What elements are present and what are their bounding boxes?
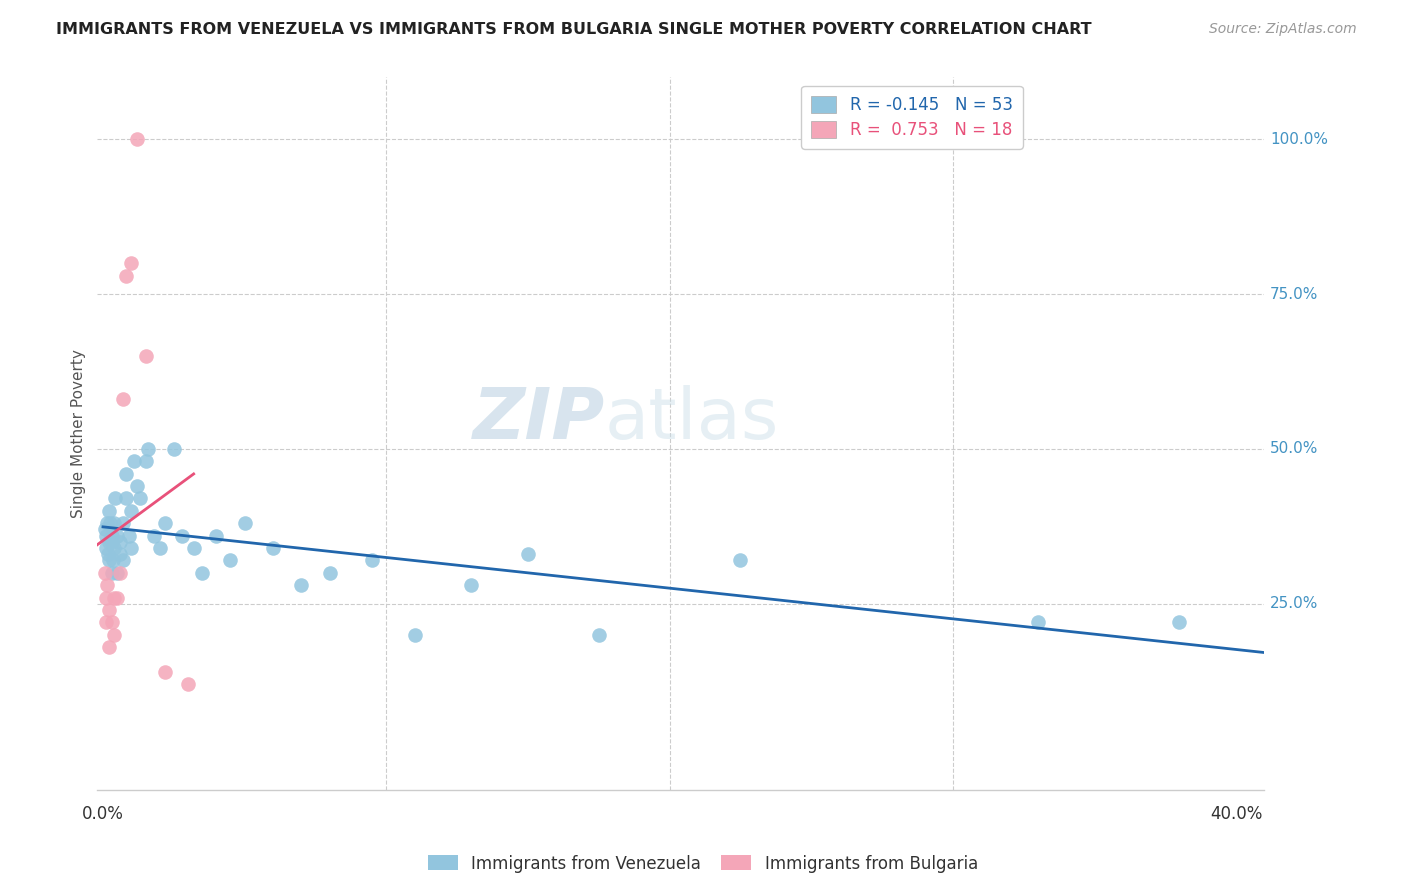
Text: 50.0%: 50.0%	[1270, 442, 1319, 457]
Point	[125, 132, 148, 146]
Point	[191, 566, 214, 580]
Point	[96, 578, 118, 592]
Point	[97, 603, 120, 617]
Point	[94, 528, 117, 542]
Text: ZIP: ZIP	[472, 384, 605, 454]
Point	[101, 528, 124, 542]
Point	[516, 547, 538, 561]
Point	[120, 504, 142, 518]
Point	[103, 516, 125, 531]
Point	[114, 467, 136, 481]
Point	[100, 615, 122, 630]
Point	[111, 516, 134, 531]
Text: 75.0%: 75.0%	[1270, 286, 1319, 301]
Point	[1026, 615, 1049, 630]
Point	[143, 528, 166, 542]
Text: IMMIGRANTS FROM VENEZUELA VS IMMIGRANTS FROM BULGARIA SINGLE MOTHER POVERTY CORR: IMMIGRANTS FROM VENEZUELA VS IMMIGRANTS …	[56, 22, 1092, 37]
Text: 25.0%: 25.0%	[1270, 596, 1319, 611]
Point	[108, 566, 131, 580]
Point	[128, 491, 150, 506]
Point	[1168, 615, 1191, 630]
Point	[97, 640, 120, 654]
Point	[205, 528, 228, 542]
Y-axis label: Single Mother Poverty: Single Mother Poverty	[72, 349, 86, 518]
Point	[94, 566, 117, 580]
Point	[233, 516, 256, 531]
Point	[97, 553, 120, 567]
Point	[96, 541, 118, 555]
Text: Source: ZipAtlas.com: Source: ZipAtlas.com	[1209, 22, 1357, 37]
Point	[588, 628, 610, 642]
Point	[97, 547, 120, 561]
Point	[94, 523, 117, 537]
Point	[101, 553, 124, 567]
Point	[134, 349, 156, 363]
Point	[120, 256, 142, 270]
Point	[103, 591, 125, 605]
Point	[108, 547, 131, 561]
Point	[114, 268, 136, 283]
Point	[105, 528, 128, 542]
Point	[134, 454, 156, 468]
Point	[155, 516, 177, 531]
Point	[100, 566, 122, 580]
Point	[111, 553, 134, 567]
Point	[361, 553, 384, 567]
Point	[120, 541, 142, 555]
Point	[114, 491, 136, 506]
Point	[219, 553, 242, 567]
Text: atlas: atlas	[605, 384, 779, 454]
Point	[103, 628, 125, 642]
Legend: Immigrants from Venezuela, Immigrants from Bulgaria: Immigrants from Venezuela, Immigrants fr…	[422, 848, 984, 880]
Point	[94, 591, 117, 605]
Text: 100.0%: 100.0%	[1270, 132, 1329, 147]
Point	[318, 566, 340, 580]
Point	[98, 516, 121, 531]
Point	[97, 534, 120, 549]
Point	[104, 491, 127, 506]
Point	[172, 528, 194, 542]
Point	[100, 534, 122, 549]
Point	[262, 541, 284, 555]
Legend: R = -0.145   N = 53, R =  0.753   N = 18: R = -0.145 N = 53, R = 0.753 N = 18	[801, 86, 1022, 149]
Point	[155, 665, 177, 679]
Point	[105, 566, 128, 580]
Point	[149, 541, 172, 555]
Point	[111, 392, 134, 407]
Point	[290, 578, 312, 592]
Point	[730, 553, 752, 567]
Point	[117, 528, 139, 542]
Point	[96, 516, 118, 531]
Point	[125, 479, 148, 493]
Point	[96, 615, 118, 630]
Point	[404, 628, 426, 642]
Point	[98, 504, 121, 518]
Point	[177, 677, 200, 691]
Point	[103, 541, 125, 555]
Point	[138, 442, 160, 456]
Point	[183, 541, 205, 555]
Point	[460, 578, 482, 592]
Point	[122, 454, 145, 468]
Point	[105, 591, 128, 605]
Point	[108, 534, 131, 549]
Point	[163, 442, 186, 456]
